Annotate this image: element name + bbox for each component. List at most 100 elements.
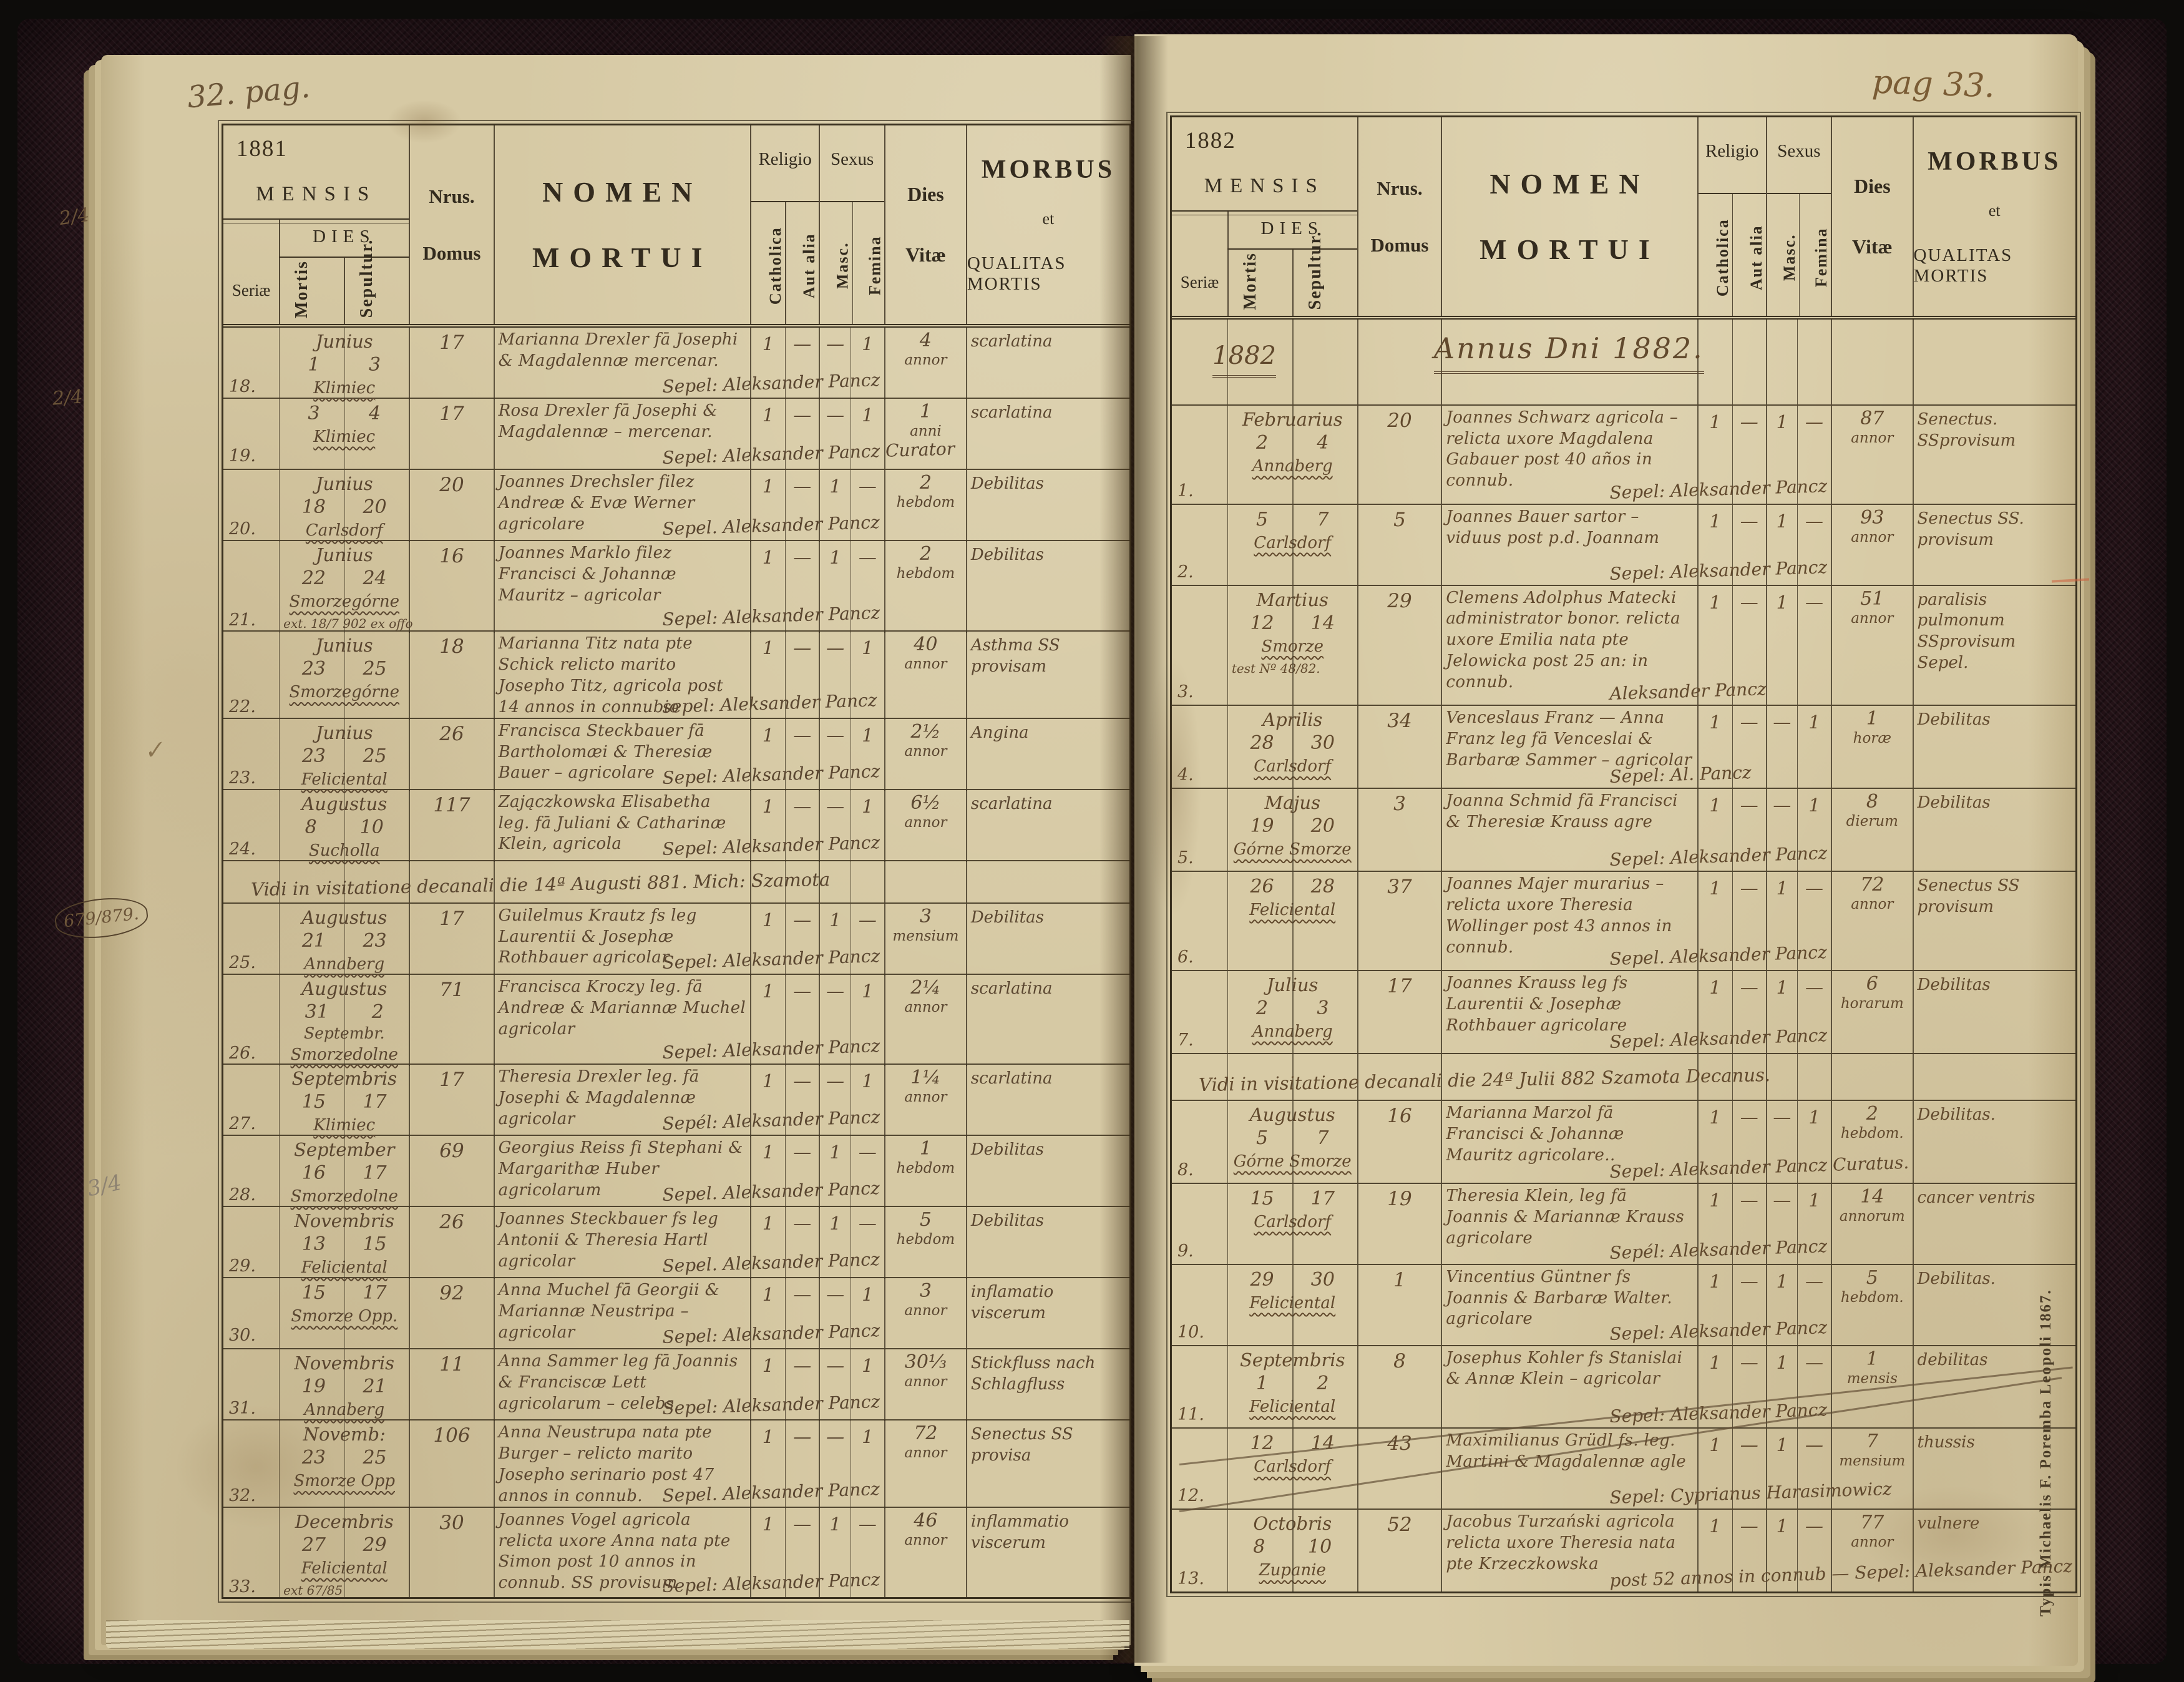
death-register-table-1881: 1881 MENSIS DIES Seriæ Mortis Sepultur. … (218, 120, 1135, 1603)
religio-catholica-cell: 1 (751, 903, 786, 975)
series-cell: 31. (223, 1349, 280, 1422)
catholica-mark: 1 (762, 476, 774, 497)
header-morbus: MORBUS (981, 155, 1116, 184)
aut-alia-mark: — (1740, 510, 1758, 532)
series-cell: 7. (1172, 971, 1228, 1053)
religio-altera-cell: — (1733, 1101, 1767, 1183)
series-number: 9. (1177, 1241, 1194, 1261)
aut-alia-mark: — (793, 795, 812, 817)
cause-of-death: Senectus SS provisum (1917, 876, 2020, 916)
header-dies-vitae-1: Dies (1853, 175, 1891, 197)
masculinum-mark: 1 (1776, 411, 1788, 433)
religio-altera-cell: — (786, 1136, 821, 1208)
house-number: 20 (439, 474, 464, 497)
cause-of-death: scarlatina (970, 1069, 1053, 1088)
name-cell (1442, 1054, 1699, 1100)
header-divider (1292, 248, 1294, 316)
deceased-name: Joannes Vogel agricola relicta uxore Ann… (498, 1510, 731, 1593)
series-number: 30. (229, 1326, 256, 1346)
aut-alia-mark: — (1740, 795, 1758, 816)
sexus-masc-cell: — (1767, 789, 1798, 871)
burial-day: 3 (369, 354, 381, 376)
header-religio: Religio (758, 149, 812, 170)
burial-day: 23 (363, 929, 387, 952)
date-numbers: 15 17 (283, 1282, 405, 1304)
religio-altera-cell: — (1733, 971, 1767, 1053)
age-cell: 6 horarum (1832, 971, 1914, 1053)
village-name: Klimiec (313, 428, 376, 447)
house-cell: 117 (410, 790, 495, 862)
village-name: Carlsdorf (1254, 533, 1332, 552)
age-value: 4 (919, 330, 932, 351)
series-number: 2. (1177, 562, 1194, 582)
series-cell (223, 861, 280, 902)
femina-mark: — (1805, 878, 1824, 899)
religio-catholica-cell: 1 (1699, 1183, 1733, 1264)
series-cell: 12. (1172, 1429, 1228, 1509)
death-day: 12 (1250, 1432, 1274, 1455)
religio-catholica-cell: 1 (1699, 1101, 1733, 1183)
femina-mark: — (858, 1213, 877, 1235)
register-row: Vidi in visitatione decanali die 14ª Aug… (223, 861, 1129, 904)
religio-catholica-cell: 1 (751, 1507, 786, 1597)
name-cell: Georgius Reiss fi Stephani & Margarithæ … (495, 1136, 751, 1208)
masculinum-mark: 1 (829, 909, 841, 931)
aut-alia-mark: — (793, 1355, 812, 1377)
masculinum-mark: — (826, 795, 845, 817)
marginal-note: test Nº 48/82. (1231, 660, 1320, 676)
catholica-mark: 1 (1709, 1107, 1721, 1128)
house-cell: 17 (410, 903, 495, 975)
age-unit: hebdom. (1840, 1289, 1904, 1306)
dates-cell (280, 861, 411, 902)
age-unit: hebdom (896, 565, 955, 582)
age-unit: annor (904, 1532, 947, 1548)
burial-day: 20 (363, 496, 387, 519)
date-numbers: 27 29 (283, 1534, 405, 1556)
age-cell: 1¼ annor (885, 1065, 967, 1137)
header-group-morbus: MORBUS et QUALITAS MORTIS (967, 125, 1129, 324)
catholica-mark: 1 (1709, 711, 1721, 733)
age-cell: 2¼ annor (885, 974, 967, 1066)
date-numbers: 16 17 (283, 1162, 405, 1184)
morbus-cell: scarlatina (967, 975, 1129, 1066)
age-cell: 93 annor (1832, 504, 1914, 585)
month-name: Augustus (301, 977, 388, 999)
header-dies: DIES (1260, 218, 1324, 239)
cause-of-death: Debilitas. (1917, 1105, 1996, 1125)
burial-day: 30 (1310, 732, 1335, 755)
house-cell: 16 (410, 541, 495, 633)
sexus-masc-cell: 1 (820, 541, 851, 633)
village-name: Carlsdorf (1254, 1212, 1332, 1231)
date-numbers: 28 30 (1232, 732, 1353, 754)
age-cell: 77 annor (1832, 1510, 1914, 1592)
series-cell: 20. (223, 470, 280, 542)
cause-of-death: Angina (970, 723, 1029, 742)
village-name: Annaberg (1252, 1022, 1333, 1042)
series-cell: 13. (1172, 1510, 1228, 1592)
month-name: September (294, 1139, 395, 1161)
register-row: 25. Augustus 21 23 Annaberg 17 Guilelmus Kraut… (223, 903, 1129, 975)
religio-catholica-cell: 1 (1699, 1429, 1733, 1509)
masculinum-mark: — (1773, 711, 1792, 733)
sexus-masc-cell: — (820, 1420, 851, 1509)
series-cell: 10. (1172, 1264, 1228, 1345)
femina-mark: 1 (862, 1284, 874, 1306)
religio-altera-cell: — (786, 974, 821, 1066)
sexus-masc-cell: 1 (1767, 585, 1798, 705)
age-cell: 72 annor (885, 1420, 967, 1509)
house-number: 43 (1387, 1432, 1412, 1455)
catholica-mark: 1 (1709, 795, 1721, 816)
age-value: 5 (1866, 1266, 1878, 1289)
sexus-masc-cell: — (1767, 1183, 1798, 1264)
header-divider (1732, 192, 1733, 316)
religio-catholica-cell: 1 (751, 1207, 786, 1279)
register-row: 12. 12 14 Carlsdorf 43 Maximilianus Grüdl fs.… (1172, 1429, 2075, 1510)
name-cell (495, 861, 751, 902)
header-catholica: Catholica (766, 226, 785, 305)
age-value: 30⅓ (904, 1351, 947, 1374)
religio-catholica-cell: 1 (751, 1349, 786, 1422)
header-aut-alia: Aut alia (800, 233, 819, 298)
village-name: Carlsdorf (1254, 1457, 1332, 1477)
morbus-cell: inflammatio viscerum (967, 1508, 1129, 1597)
aut-alia-mark: — (1740, 1270, 1758, 1292)
